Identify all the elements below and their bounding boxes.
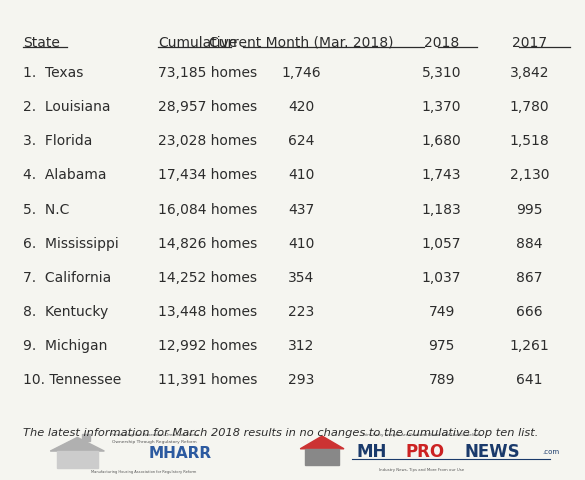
Text: 1,370: 1,370 [422, 100, 462, 114]
Polygon shape [305, 449, 339, 465]
Text: 3,842: 3,842 [510, 66, 549, 80]
Text: Third Party Images Are Provided Under Fair Use Guidelines: Third Party Images Are Provided Under Fa… [361, 433, 481, 437]
Text: 223: 223 [288, 305, 314, 319]
Text: MH: MH [357, 444, 387, 461]
Text: 410: 410 [288, 168, 315, 182]
Text: 312: 312 [288, 339, 315, 353]
Text: 4.  Alabama: 4. Alabama [23, 168, 107, 182]
Text: .com: .com [542, 449, 559, 456]
Text: MHARR: MHARR [149, 446, 212, 461]
Polygon shape [82, 434, 90, 441]
Text: 13,448 homes: 13,448 homes [158, 305, 257, 319]
Text: 5,310: 5,310 [422, 66, 462, 80]
Text: 9.  Michigan: 9. Michigan [23, 339, 108, 353]
Text: 11,391 homes: 11,391 homes [158, 373, 257, 387]
Text: 789: 789 [428, 373, 455, 387]
Text: 624: 624 [288, 134, 315, 148]
Polygon shape [50, 437, 104, 451]
Text: 17,434 homes: 17,434 homes [158, 168, 257, 182]
Text: Ownership Through Regulatory Reform: Ownership Through Regulatory Reform [112, 440, 197, 444]
Text: 749: 749 [428, 305, 455, 319]
Text: 6.  Mississippi: 6. Mississippi [23, 237, 119, 251]
Text: 28,957 homes: 28,957 homes [158, 100, 257, 114]
Text: 293: 293 [288, 373, 315, 387]
Text: 5.  N.C: 5. N.C [23, 203, 70, 216]
Text: 14,826 homes: 14,826 homes [158, 237, 257, 251]
Text: 420: 420 [288, 100, 314, 114]
Text: 437: 437 [288, 203, 314, 216]
Text: PRO: PRO [406, 444, 445, 461]
Text: State: State [23, 36, 60, 50]
Text: 1,183: 1,183 [422, 203, 462, 216]
Text: 1,518: 1,518 [510, 134, 549, 148]
Text: 73,185 homes: 73,185 homes [158, 66, 257, 80]
Point [348, 456, 355, 462]
Text: The latest information for March 2018 results in no changes to the cumulative to: The latest information for March 2018 re… [23, 428, 539, 438]
Text: 2018: 2018 [424, 36, 459, 50]
Text: 2,130: 2,130 [510, 168, 549, 182]
Text: 8.  Kentucky: 8. Kentucky [23, 305, 109, 319]
Text: Manufacturing Housing Association for Regulatory Reform: Manufacturing Housing Association for Re… [91, 469, 196, 474]
Text: 1,680: 1,680 [422, 134, 462, 148]
Text: 7.  California: 7. California [23, 271, 112, 285]
Polygon shape [300, 436, 344, 449]
Text: 995: 995 [516, 203, 543, 216]
Text: 975: 975 [428, 339, 455, 353]
Text: 1,037: 1,037 [422, 271, 462, 285]
Text: 14,252 homes: 14,252 homes [158, 271, 257, 285]
Text: 867: 867 [516, 271, 543, 285]
Text: NEWS: NEWS [465, 444, 521, 461]
Text: 1,261: 1,261 [510, 339, 549, 353]
Text: 1,780: 1,780 [510, 100, 549, 114]
Text: 1,746: 1,746 [281, 66, 321, 80]
Text: 1.  Texas: 1. Texas [23, 66, 84, 80]
Text: 10. Tennessee: 10. Tennessee [23, 373, 122, 387]
Text: 666: 666 [516, 305, 543, 319]
Text: Preserving the American Dream of Home: Preserving the American Dream of Home [109, 433, 199, 437]
Text: 1,743: 1,743 [422, 168, 462, 182]
Text: 16,084 homes: 16,084 homes [158, 203, 257, 216]
Text: 3.  Florida: 3. Florida [23, 134, 93, 148]
Text: 2017: 2017 [512, 36, 547, 50]
Text: 410: 410 [288, 237, 315, 251]
Text: 2.  Louisiana: 2. Louisiana [23, 100, 111, 114]
Text: 641: 641 [516, 373, 543, 387]
Point [546, 456, 553, 462]
Text: Current Month (Mar. 2018): Current Month (Mar. 2018) [209, 36, 394, 50]
Text: Industry News, Tips and More From our Use: Industry News, Tips and More From our Us… [378, 468, 464, 472]
Text: Cumulative: Cumulative [158, 36, 238, 50]
Text: 1,057: 1,057 [422, 237, 462, 251]
Text: 12,992 homes: 12,992 homes [158, 339, 257, 353]
Text: 23,028 homes: 23,028 homes [158, 134, 257, 148]
Text: 354: 354 [288, 271, 314, 285]
Polygon shape [57, 451, 98, 468]
Text: 884: 884 [516, 237, 543, 251]
